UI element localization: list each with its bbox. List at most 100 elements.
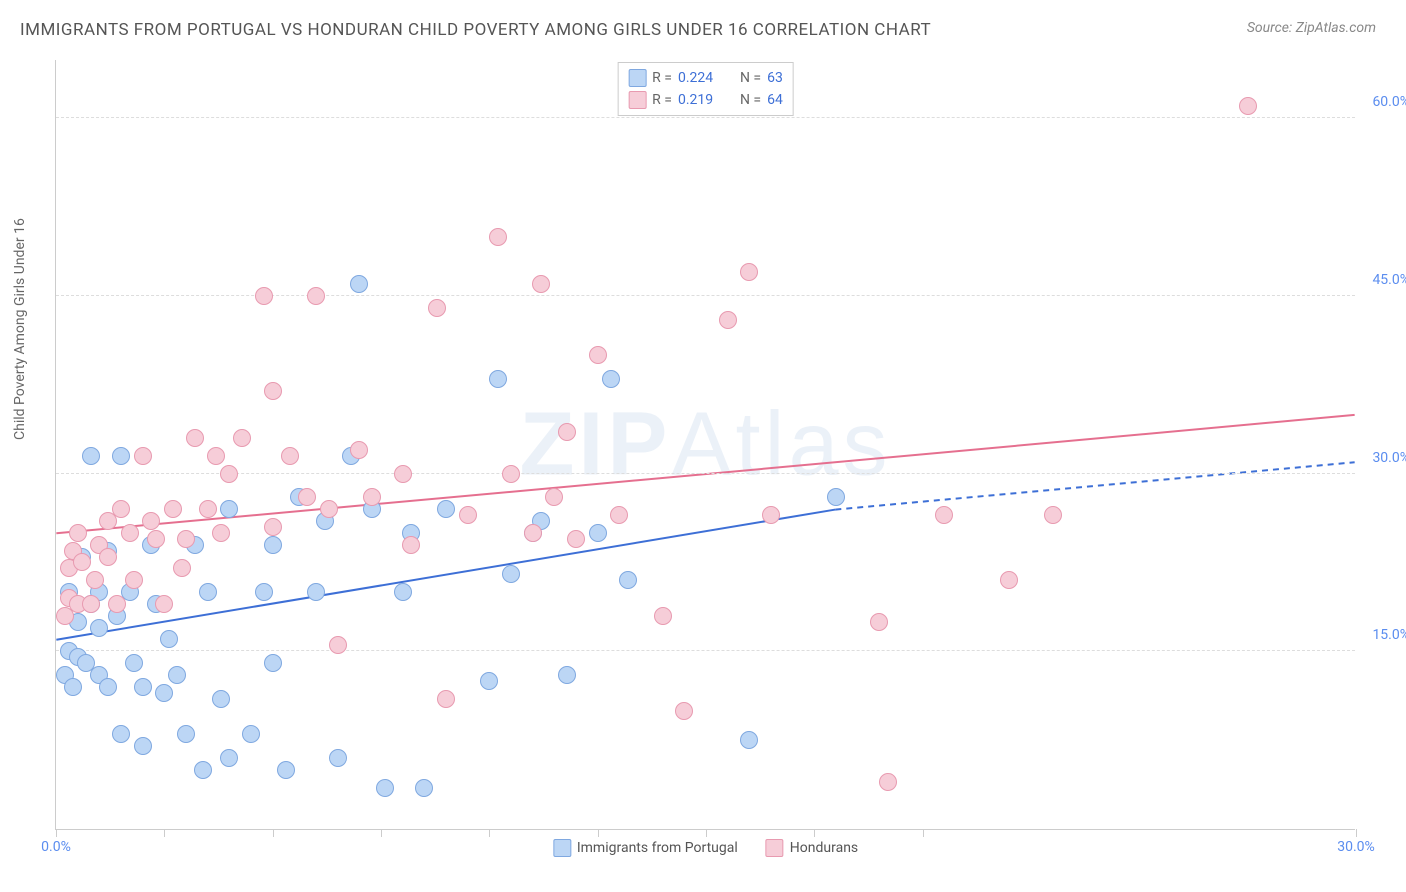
data-point [220, 749, 238, 767]
data-point [212, 524, 230, 542]
data-point [199, 500, 217, 518]
data-point [307, 287, 325, 305]
legend-label: Immigrants from Portugal [577, 840, 738, 856]
trend-line [56, 510, 835, 640]
data-point [82, 595, 100, 613]
data-point [719, 311, 737, 329]
data-point [350, 275, 368, 293]
data-point [610, 506, 628, 524]
data-point [86, 571, 104, 589]
trend-line-extension [835, 462, 1354, 509]
data-point [125, 571, 143, 589]
data-point [112, 725, 130, 743]
data-point [1239, 97, 1257, 115]
data-point [194, 761, 212, 779]
data-point [489, 370, 507, 388]
data-point [125, 654, 143, 672]
trend-line [56, 415, 1354, 533]
legend-label: Hondurans [790, 840, 858, 856]
data-point [147, 530, 165, 548]
data-point [220, 500, 238, 518]
data-point [64, 678, 82, 696]
data-point [363, 488, 381, 506]
data-point [675, 702, 693, 720]
data-point [82, 447, 100, 465]
data-point [480, 672, 498, 690]
data-point [298, 488, 316, 506]
data-point [90, 619, 108, 637]
data-point [177, 530, 195, 548]
legend-swatch [628, 91, 646, 109]
data-point [437, 500, 455, 518]
data-point [212, 690, 230, 708]
data-point [173, 559, 191, 577]
chart-title: IMMIGRANTS FROM PORTUGAL VS HONDURAN CHI… [20, 20, 931, 40]
r-value: 0.224 [678, 70, 724, 86]
data-point [177, 725, 195, 743]
data-point [879, 773, 897, 791]
watermark: ZIPAtlas [519, 393, 891, 496]
data-point [329, 636, 347, 654]
x-tick-label: 0.0% [41, 839, 71, 855]
data-point [558, 423, 576, 441]
data-point [350, 441, 368, 459]
n-value: 63 [767, 70, 783, 86]
data-point [112, 447, 130, 465]
y-tick-label: 30.0% [1372, 450, 1406, 466]
data-point [545, 488, 563, 506]
r-value: 0.219 [678, 92, 724, 108]
gridline [56, 295, 1355, 296]
x-tick [56, 829, 57, 837]
data-point [186, 429, 204, 447]
data-point [394, 583, 412, 601]
data-point [242, 725, 260, 743]
data-point [320, 500, 338, 518]
x-tick-label: 30.0% [1337, 839, 1375, 855]
data-point [108, 595, 126, 613]
data-point [134, 737, 152, 755]
y-tick-label: 45.0% [1372, 272, 1406, 288]
r-label: R = [652, 92, 672, 108]
data-point [112, 500, 130, 518]
x-tick [814, 829, 815, 837]
r-label: R = [652, 70, 672, 86]
data-point [264, 536, 282, 554]
data-point [502, 465, 520, 483]
data-point [73, 553, 91, 571]
data-point [207, 447, 225, 465]
source-label: Source: ZipAtlas.com [1247, 20, 1376, 36]
data-point [935, 506, 953, 524]
data-point [69, 524, 87, 542]
x-tick [598, 829, 599, 837]
data-point [1000, 571, 1018, 589]
n-label: N = [740, 92, 761, 108]
data-point [740, 263, 758, 281]
data-point [437, 690, 455, 708]
data-point [99, 548, 117, 566]
legend-item: Immigrants from Portugal [553, 839, 738, 857]
data-point [619, 571, 637, 589]
y-axis-label: Child Poverty Among Girls Under 16 [12, 218, 28, 440]
x-tick [1356, 829, 1357, 837]
data-point [220, 465, 238, 483]
data-point [134, 678, 152, 696]
data-point [402, 536, 420, 554]
data-point [264, 382, 282, 400]
data-point [168, 666, 186, 684]
scatter-chart: ZIPAtlas R = 0.224 N = 63 R = 0.219 N = … [55, 60, 1355, 830]
data-point [155, 595, 173, 613]
series-legend: Immigrants from Portugal Hondurans [553, 839, 858, 857]
data-point [376, 779, 394, 797]
correlation-legend: R = 0.224 N = 63 R = 0.219 N = 64 [617, 62, 794, 116]
data-point [264, 518, 282, 536]
data-point [567, 530, 585, 548]
legend-row: R = 0.219 N = 64 [628, 89, 783, 111]
trend-lines [56, 60, 1355, 829]
gridline [56, 650, 1355, 651]
data-point [589, 524, 607, 542]
legend-swatch [766, 839, 784, 857]
x-tick [273, 829, 274, 837]
data-point [281, 447, 299, 465]
data-point [160, 630, 178, 648]
data-point [307, 583, 325, 601]
